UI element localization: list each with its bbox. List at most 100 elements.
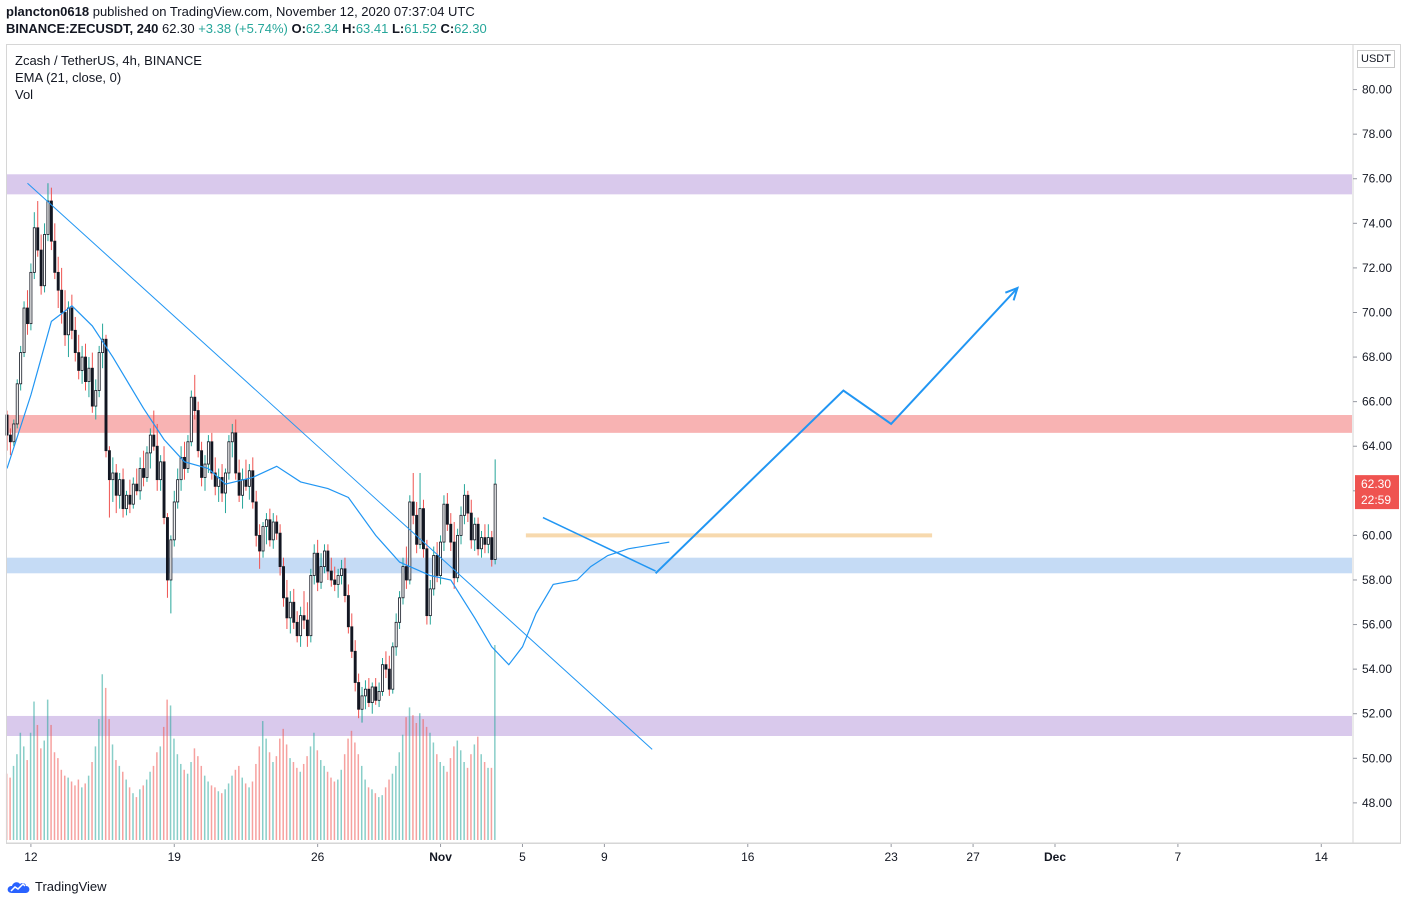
- candle-body: [391, 646, 395, 690]
- price-axis[interactable]: 48.0050.0052.0054.0056.0058.0060.0062.00…: [1352, 45, 1399, 843]
- candle-body: [159, 461, 163, 481]
- candle-body: [138, 468, 142, 492]
- volume-bar: [473, 744, 476, 840]
- candle-body: [367, 688, 371, 703]
- candle-body: [196, 410, 200, 452]
- axis-currency[interactable]: USDT: [1357, 50, 1395, 68]
- candle-body: [445, 503, 449, 525]
- candle-body: [384, 664, 388, 670]
- candle-body: [114, 472, 118, 496]
- volume-bar: [156, 752, 158, 840]
- candle: [101, 323, 105, 369]
- candle: [367, 678, 371, 708]
- candle-body: [432, 555, 436, 590]
- tradingview-logo[interactable]: TradingView: [6, 879, 107, 894]
- volume-bar: [268, 752, 271, 840]
- high-label: H:: [342, 21, 356, 36]
- candle-body: [26, 307, 29, 325]
- candle-body: [346, 595, 350, 628]
- candle: [244, 459, 248, 491]
- candle-body: [128, 494, 132, 505]
- candle: [422, 499, 425, 558]
- volume-bar: [5, 773, 8, 840]
- candle-body: [340, 568, 344, 576]
- candle: [408, 495, 412, 585]
- legend-vol[interactable]: Vol: [15, 87, 34, 102]
- cloud-icon: [7, 881, 30, 893]
- wedge-line: [542, 516, 656, 572]
- volume-bar: [343, 754, 346, 840]
- candle-body: [66, 307, 70, 336]
- candle: [8, 428, 12, 456]
- candle: [26, 290, 29, 335]
- candle: [230, 423, 234, 458]
- time-axis[interactable]: 12 19 26 Nov 5 9 16 23 27 Dec 7 14: [7, 842, 1400, 864]
- candle-body: [39, 249, 43, 287]
- volume-bar: [43, 740, 45, 840]
- candle: [234, 419, 238, 480]
- candle: [128, 479, 132, 514]
- candle: [418, 472, 422, 549]
- candle-body: [172, 501, 176, 541]
- last-price-badge: [1355, 475, 1399, 510]
- candle-body: [135, 483, 139, 492]
- volume-bar: [200, 765, 203, 840]
- author-name[interactable]: plancton0618: [6, 4, 90, 19]
- candle: [125, 490, 128, 516]
- price-tick-label: 54.00: [1362, 662, 1392, 676]
- candle-body: [336, 575, 340, 585]
- candle-body: [343, 568, 347, 596]
- close-label: C:: [440, 21, 455, 36]
- volume-bar: [60, 769, 63, 840]
- candle: [15, 379, 19, 429]
- candle-body: [251, 470, 255, 503]
- volume-bar: [388, 779, 390, 840]
- volume-bar: [118, 765, 121, 840]
- volume-bar: [487, 767, 489, 840]
- candle-body: [323, 550, 326, 567]
- candle-body: [312, 552, 316, 576]
- volume-bar: [139, 789, 141, 840]
- volume-bar: [214, 787, 216, 840]
- candle: [312, 544, 316, 585]
- candle: [155, 423, 159, 491]
- volume-bar: [483, 762, 486, 840]
- volume-bar: [289, 758, 291, 840]
- candle-body: [442, 503, 446, 543]
- volume-bar: [238, 765, 240, 840]
- candle-body: [29, 271, 33, 325]
- candle: [398, 591, 402, 630]
- volume-bar: [122, 771, 124, 840]
- candle: [295, 611, 299, 643]
- candle: [305, 602, 309, 647]
- candle: [473, 517, 477, 551]
- candle: [77, 334, 81, 380]
- legend-ema[interactable]: EMA (21, close, 0): [15, 70, 122, 85]
- candle: [70, 294, 74, 340]
- volume-bar: [16, 754, 18, 840]
- volume-layer: [5, 645, 496, 840]
- candle-body: [462, 494, 466, 516]
- volume-bar: [190, 762, 192, 840]
- candle: [404, 546, 408, 589]
- price-tick-label: 80.00: [1362, 83, 1392, 97]
- candle-body: [80, 356, 84, 371]
- candle: [490, 530, 494, 567]
- volume-bar: [415, 723, 418, 840]
- volume-bar: [313, 732, 315, 840]
- candle: [217, 468, 221, 502]
- candle: [476, 517, 480, 556]
- candle: [111, 457, 115, 502]
- volume-bar: [333, 781, 336, 840]
- candle-body: [490, 537, 494, 560]
- volume-bar: [442, 765, 445, 840]
- candle-body: [8, 434, 12, 443]
- price-tick-label: 58.00: [1362, 573, 1392, 587]
- candle-body: [97, 352, 101, 391]
- candle-body: [275, 521, 279, 534]
- candle: [135, 468, 139, 496]
- candle-body: [292, 601, 296, 623]
- candle: [302, 591, 306, 630]
- volume-bar: [306, 756, 308, 840]
